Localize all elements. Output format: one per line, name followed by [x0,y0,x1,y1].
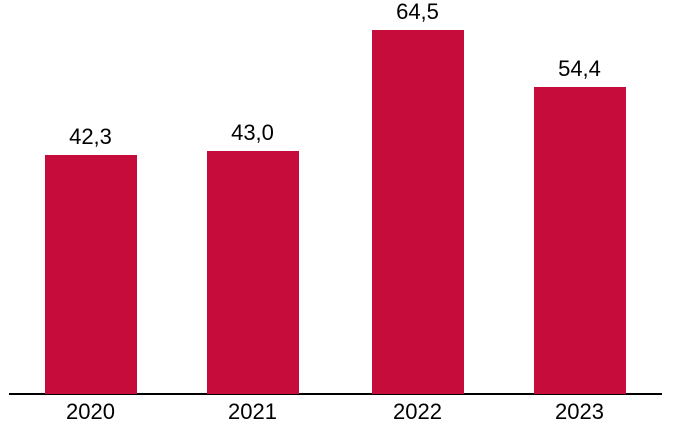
bar-2021 [206,151,299,394]
bar-2020 [44,155,137,394]
x-axis-line [9,393,662,395]
x-tick-label: 2020 [66,399,115,424]
bar-value-label: 43,0 [231,120,274,145]
x-tick-label: 2023 [555,399,604,424]
bar-2022 [371,30,464,394]
bar-2023 [533,87,626,394]
x-tick-label: 2021 [228,399,277,424]
bar-value-label: 42,3 [69,124,112,149]
x-tick-label: 2022 [393,399,442,424]
bar-value-label: 54,4 [558,56,601,81]
bar-value-label: 64,5 [396,0,439,24]
